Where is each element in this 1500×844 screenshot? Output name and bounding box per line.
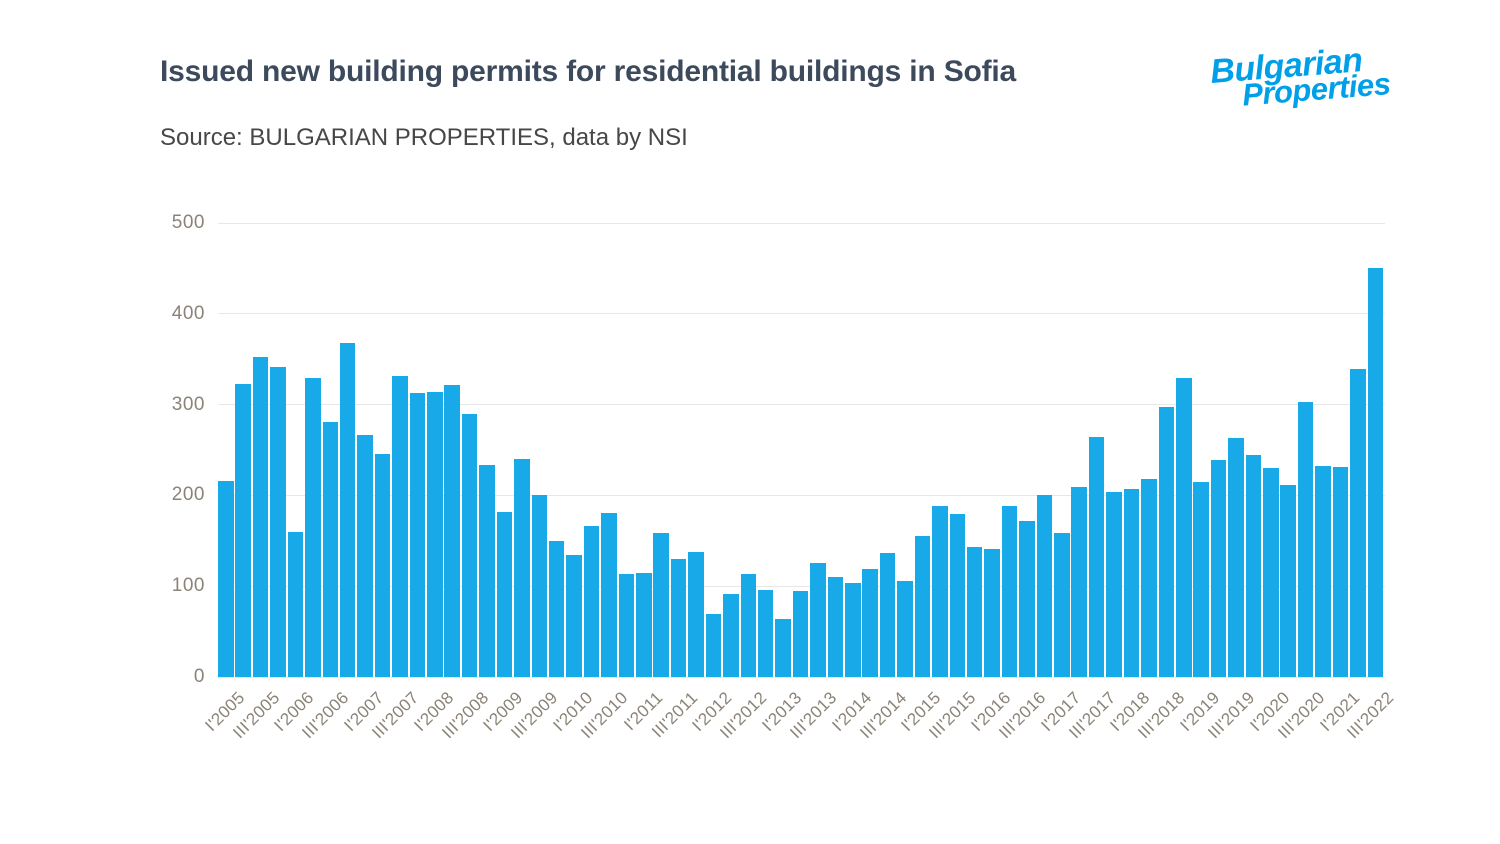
y-axis-tick-label: 300 bbox=[171, 393, 205, 415]
bar[interactable] bbox=[270, 367, 286, 677]
bar[interactable] bbox=[427, 391, 443, 677]
bar[interactable] bbox=[653, 532, 669, 677]
bar[interactable] bbox=[1175, 378, 1192, 677]
bar[interactable] bbox=[1367, 268, 1384, 677]
y-axis-tick-label: 0 bbox=[193, 666, 205, 687]
bar[interactable] bbox=[1106, 491, 1122, 677]
bar[interactable] bbox=[409, 392, 426, 677]
bar[interactable] bbox=[287, 531, 304, 677]
bar[interactable] bbox=[1071, 487, 1087, 677]
gridline-y-400 bbox=[218, 313, 1385, 315]
bar[interactable] bbox=[688, 551, 704, 677]
bar[interactable] bbox=[1158, 407, 1175, 677]
bar[interactable] bbox=[514, 459, 530, 677]
bar[interactable] bbox=[670, 558, 687, 677]
y-axis-tick-label: 500 bbox=[171, 212, 205, 233]
page-title: Issued new building permits for resident… bbox=[160, 55, 1017, 88]
bar[interactable] bbox=[1297, 401, 1314, 677]
y-axis-tick-label: 200 bbox=[171, 484, 205, 506]
bar[interactable] bbox=[566, 555, 582, 677]
bar[interactable] bbox=[618, 574, 635, 677]
bar[interactable] bbox=[1210, 460, 1227, 677]
bar[interactable] bbox=[1088, 437, 1105, 677]
bar[interactable] bbox=[984, 548, 1000, 677]
source-caption: Source: BULGARIAN PROPERTIES, data by NS… bbox=[160, 124, 688, 151]
bar[interactable] bbox=[1350, 369, 1366, 677]
bar[interactable] bbox=[705, 614, 722, 677]
bar[interactable] bbox=[1245, 455, 1262, 677]
bar[interactable] bbox=[1315, 466, 1331, 677]
bar[interactable] bbox=[775, 618, 791, 677]
y-axis-tick-label: 100 bbox=[171, 575, 205, 597]
bar[interactable] bbox=[862, 568, 878, 677]
bar[interactable] bbox=[601, 512, 617, 677]
bar[interactable] bbox=[1123, 489, 1140, 677]
bar[interactable] bbox=[879, 552, 896, 677]
bar[interactable] bbox=[1280, 485, 1296, 677]
bar[interactable] bbox=[461, 413, 478, 677]
bar[interactable] bbox=[392, 376, 408, 677]
bar[interactable] bbox=[235, 383, 251, 677]
bar[interactable] bbox=[810, 562, 826, 677]
bar[interactable] bbox=[1193, 481, 1209, 677]
bar[interactable] bbox=[1332, 467, 1349, 677]
gridline-y-500 bbox=[218, 222, 1385, 224]
bar[interactable] bbox=[914, 536, 931, 677]
bar[interactable] bbox=[1001, 506, 1018, 677]
bar[interactable] bbox=[1019, 520, 1035, 677]
bar[interactable] bbox=[357, 435, 373, 677]
bar[interactable] bbox=[723, 594, 739, 677]
plot-area: 0 100 200 300 400 500 I'2005 III'2005 I'2006 III'… bbox=[172, 212, 1398, 742]
bar[interactable] bbox=[1054, 532, 1070, 677]
bar[interactable] bbox=[1036, 494, 1053, 677]
bar[interactable] bbox=[496, 511, 513, 677]
bar[interactable] bbox=[305, 378, 321, 677]
bar[interactable] bbox=[252, 357, 269, 677]
bar[interactable] bbox=[583, 526, 600, 677]
bar[interactable] bbox=[322, 421, 339, 677]
bar[interactable] bbox=[1228, 438, 1244, 677]
bar[interactable] bbox=[1263, 468, 1279, 677]
bar[interactable] bbox=[966, 547, 983, 677]
bar[interactable] bbox=[949, 513, 966, 677]
bar[interactable] bbox=[636, 572, 652, 677]
bar[interactable] bbox=[845, 582, 861, 677]
y-axis-tick-label: 400 bbox=[171, 302, 205, 324]
bar[interactable] bbox=[531, 495, 548, 677]
bar[interactable] bbox=[740, 574, 757, 677]
bar[interactable] bbox=[792, 590, 809, 677]
bar[interactable] bbox=[479, 465, 495, 677]
bar[interactable] bbox=[1141, 479, 1157, 677]
bar[interactable] bbox=[374, 453, 391, 677]
bar[interactable] bbox=[444, 384, 460, 677]
gridline-y-200 bbox=[218, 494, 1385, 496]
gridline-y-100 bbox=[218, 585, 1385, 587]
gridline-y-0 bbox=[218, 676, 1385, 678]
bar[interactable] bbox=[339, 342, 356, 677]
gridline-y-300 bbox=[218, 404, 1385, 406]
bar[interactable] bbox=[757, 589, 774, 677]
bar[interactable] bbox=[897, 580, 913, 677]
bar[interactable] bbox=[548, 540, 565, 677]
bar[interactable] bbox=[827, 577, 844, 677]
bar[interactable] bbox=[218, 480, 234, 677]
bar[interactable] bbox=[932, 506, 948, 677]
